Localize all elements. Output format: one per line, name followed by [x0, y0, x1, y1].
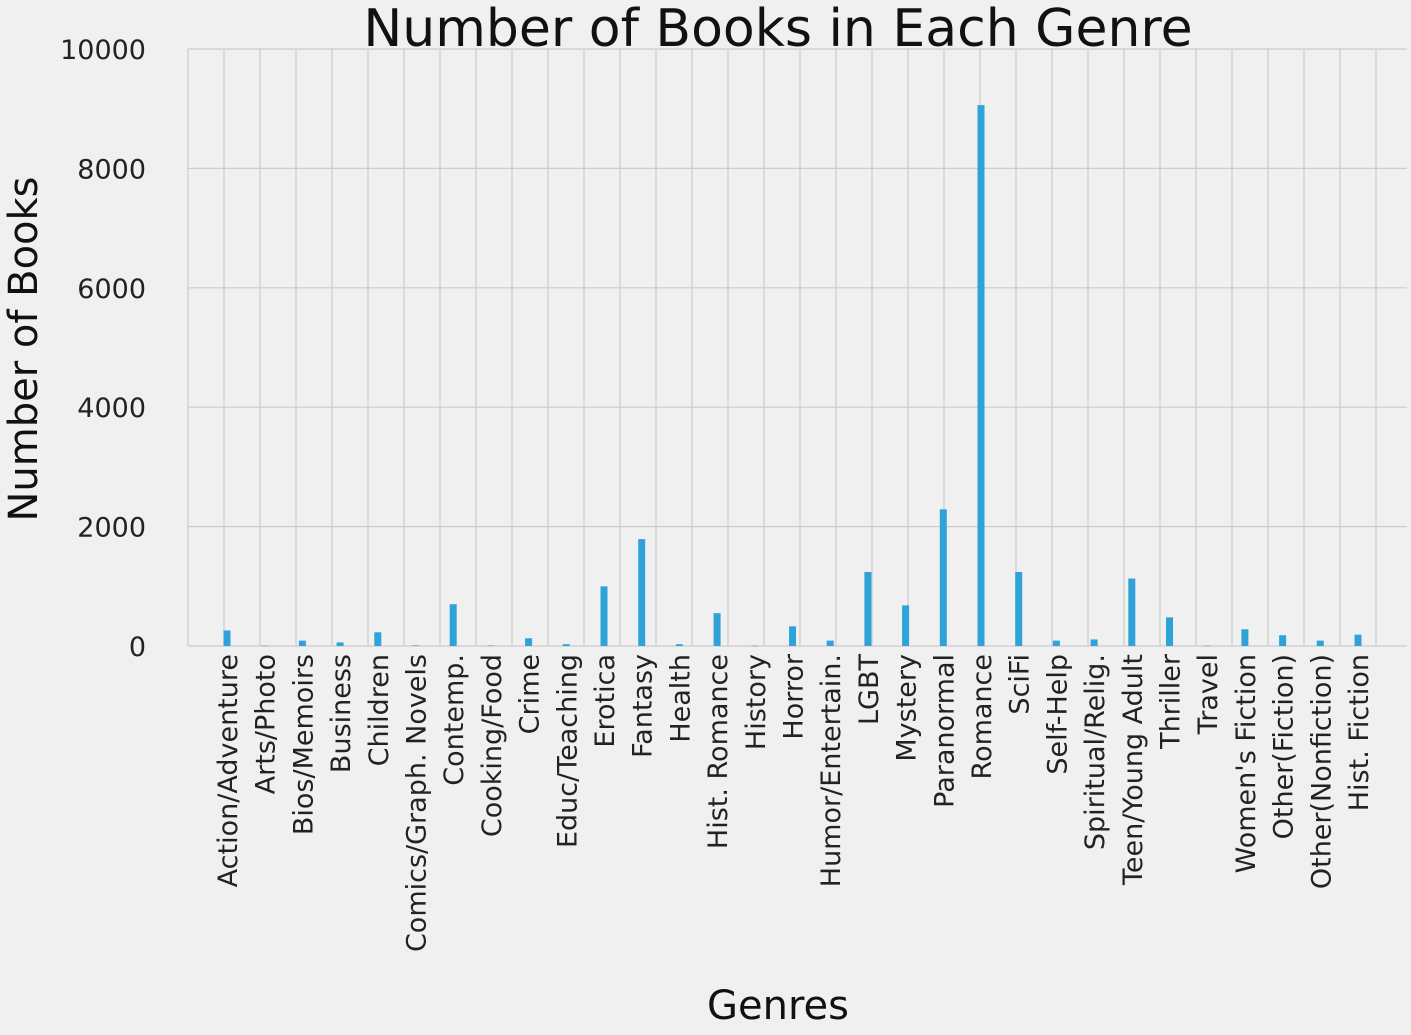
x-tick-label: Mystery: [892, 654, 923, 762]
bar: [1316, 640, 1324, 646]
x-tick-label: Erotica: [590, 654, 621, 748]
bar: [826, 640, 834, 646]
x-tick-label: Bios/Memoirs: [288, 654, 319, 835]
bar: [261, 645, 269, 647]
x-tick-label: Other(Fiction): [1269, 654, 1300, 839]
bar: [374, 632, 382, 646]
x-tick-label: Crime: [515, 654, 546, 734]
x-tick-label: LGBT: [854, 653, 885, 724]
x-tick-label: Hist. Fiction: [1344, 654, 1375, 811]
bar: [789, 626, 796, 646]
x-tick-label: Paranormal: [929, 654, 960, 808]
bar: [412, 645, 419, 646]
x-axis-label: Genres: [707, 983, 849, 1029]
bars: [223, 105, 1362, 647]
x-tick-label: Comics/Graph. Novels: [402, 654, 433, 952]
grid: [187, 48, 1407, 647]
y-tick-label: 6000: [77, 274, 146, 305]
bar: [751, 645, 759, 647]
bar: [1241, 629, 1249, 646]
bar: [1354, 634, 1362, 646]
y-axis-label: Number of Books: [1, 176, 47, 521]
x-tick-label: Business: [326, 654, 357, 773]
bar: [902, 605, 910, 646]
bar: [1279, 635, 1287, 646]
y-tick-label: 0: [129, 632, 146, 663]
chart-title: Number of Books in Each Genre: [363, 0, 1192, 59]
bar: [1128, 578, 1136, 646]
bar: [675, 644, 683, 646]
x-tick-label: Action/Adventure: [213, 654, 244, 887]
y-tick-label: 8000: [77, 154, 146, 185]
x-tick-label: Hist. Romance: [703, 654, 734, 849]
x-tick-label: Cooking/Food: [477, 654, 508, 837]
bar: [1052, 640, 1060, 646]
bar: [939, 509, 947, 646]
x-tick-label: SciFi: [1005, 654, 1036, 715]
bar: [1090, 639, 1098, 646]
x-tick-label: History: [741, 654, 772, 750]
x-tick-label: Contemp.: [439, 654, 470, 786]
bar: [525, 638, 533, 646]
bar: [864, 571, 872, 646]
x-tick-label: Self-Help: [1042, 654, 1073, 775]
x-tick-label: Humor/Entertain.: [816, 654, 847, 887]
bar: [600, 586, 608, 646]
bar: [298, 640, 306, 646]
y-tick-label: 4000: [77, 393, 146, 424]
x-tick-label: Children: [364, 654, 395, 766]
x-tick-label: Fantasy: [628, 654, 659, 758]
bar: [638, 539, 646, 646]
bar: [713, 613, 721, 646]
y-axis-ticks: 0 2000 4000 6000 8000 10000: [60, 35, 146, 663]
x-tick-label: Arts/Photo: [251, 654, 282, 794]
x-tick-label: Travel: [1193, 654, 1224, 735]
x-tick-label: Thriller: [1156, 653, 1187, 750]
bar: [449, 604, 457, 646]
y-tick-label: 2000: [77, 513, 146, 544]
x-tick-label: Educ/Teaching: [552, 654, 583, 848]
x-tick-label: Teen/Young Adult: [1118, 654, 1149, 886]
x-tick-label: Other(Nonfiction): [1306, 654, 1337, 889]
bar: [1203, 645, 1211, 647]
x-axis-ticks: Action/Adventure Arts/Photo Bios/Memoirs Bu…: [213, 653, 1375, 952]
x-tick-label: Romance: [967, 654, 998, 779]
bar: [1015, 571, 1023, 646]
x-tick-label: Horror: [779, 653, 810, 739]
bar: [487, 645, 495, 647]
bar: [336, 642, 344, 646]
x-tick-label: Health: [665, 654, 696, 743]
bar: [977, 105, 985, 647]
bar: [1166, 617, 1173, 646]
x-tick-label: Spiritual/Relig.: [1080, 654, 1111, 850]
bar: [562, 644, 570, 646]
y-tick-label: 10000: [60, 35, 146, 66]
x-tick-label: Women's Fiction: [1231, 654, 1262, 873]
bar: [223, 630, 231, 646]
